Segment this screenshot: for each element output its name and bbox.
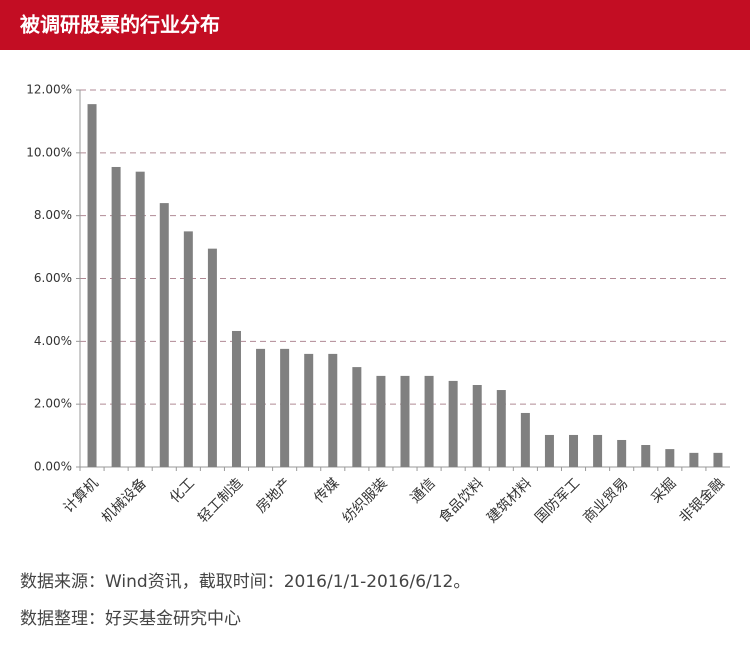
x-tick-label: 采掘 xyxy=(648,475,679,506)
source-note: 数据来源：Wind资讯，截取时间：2016/1/1-2016/6/12。 xyxy=(20,572,470,592)
bar xyxy=(424,375,434,467)
bar xyxy=(617,439,627,467)
bar xyxy=(569,434,579,467)
bar xyxy=(544,434,554,467)
x-tick-label: 建筑材料 xyxy=(484,475,535,526)
x-tick-label: 商业贸易 xyxy=(580,475,631,526)
y-tick-label: 4.00% xyxy=(34,334,72,348)
bar xyxy=(520,412,530,467)
x-tick-label: 机械设备 xyxy=(98,475,150,527)
y-tick-label: 0.00% xyxy=(34,460,72,474)
bar xyxy=(665,449,675,467)
bar xyxy=(472,385,482,467)
x-tick-label: 计算机 xyxy=(61,475,102,516)
x-tick-label: 食品饮料 xyxy=(435,475,487,527)
x-tick-label: 房地产 xyxy=(253,475,294,516)
bar xyxy=(593,434,603,467)
bar xyxy=(183,231,193,467)
y-tick-label: 8.00% xyxy=(34,208,72,222)
x-tick-label: 化工 xyxy=(167,475,198,506)
bar xyxy=(400,375,410,467)
bar xyxy=(111,166,121,468)
bar xyxy=(256,348,266,467)
bar xyxy=(496,390,506,467)
x-tick-label: 纺织服装 xyxy=(340,475,391,526)
source-note: 数据整理：好买基金研究中心 xyxy=(20,609,241,629)
bar xyxy=(713,452,723,467)
header-band xyxy=(0,0,750,50)
bar xyxy=(689,452,699,467)
bar xyxy=(231,330,241,467)
chart-title: 被调研股票的行业分布 xyxy=(20,13,220,37)
x-tick-label: 国防军工 xyxy=(532,475,583,526)
y-tick-label: 6.00% xyxy=(34,271,72,285)
bar xyxy=(352,367,362,467)
bar xyxy=(641,445,651,467)
bar xyxy=(87,104,97,467)
bar xyxy=(135,171,145,467)
bar xyxy=(448,380,458,467)
bar xyxy=(304,353,314,467)
bar xyxy=(280,348,290,467)
y-tick-label: 12.00% xyxy=(26,83,72,97)
bar xyxy=(207,248,217,467)
bar xyxy=(376,375,386,467)
bar xyxy=(159,203,169,467)
x-tick-label: 非银金融 xyxy=(677,475,728,526)
x-tick-label: 轻工制造 xyxy=(195,475,246,526)
y-tick-label: 2.00% xyxy=(34,397,72,411)
bar xyxy=(328,353,338,467)
x-tick-label: 传媒 xyxy=(311,475,342,506)
x-tick-label: 通信 xyxy=(408,475,439,506)
y-tick-label: 10.00% xyxy=(26,145,72,159)
